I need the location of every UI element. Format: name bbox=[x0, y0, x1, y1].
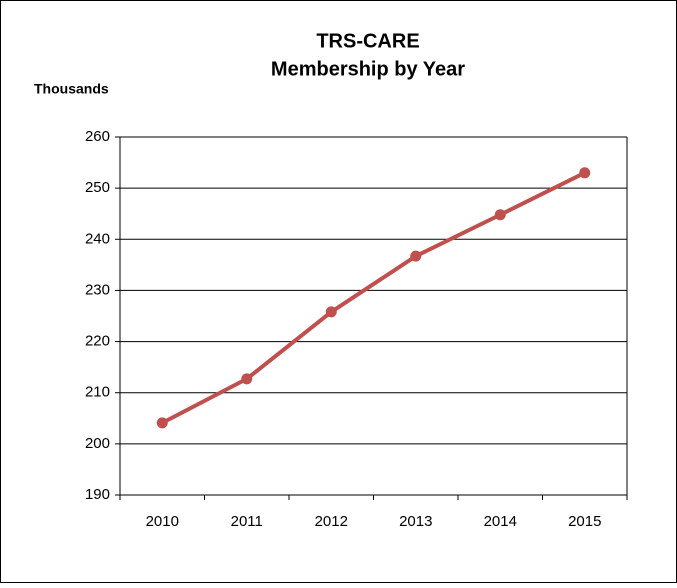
marker bbox=[156, 417, 168, 429]
marker bbox=[410, 250, 422, 262]
y-tick-label: 210 bbox=[85, 384, 110, 401]
marker bbox=[325, 306, 337, 318]
x-tick-label: 2013 bbox=[399, 513, 432, 530]
y-axis-title: Thousands bbox=[34, 81, 109, 97]
marker bbox=[241, 373, 253, 385]
y-tick-label: 200 bbox=[85, 435, 110, 452]
chart-subtitle: Membership by Year bbox=[271, 58, 465, 80]
chart-title: TRS-CARE bbox=[316, 30, 419, 52]
x-tick-label: 2014 bbox=[484, 513, 517, 530]
x-tick-label: 2010 bbox=[146, 513, 179, 530]
marker bbox=[579, 167, 591, 179]
x-tick-label: 2015 bbox=[568, 513, 601, 530]
x-tick-label: 2012 bbox=[315, 513, 348, 530]
y-tick-label: 220 bbox=[85, 333, 110, 350]
line bbox=[161, 171, 586, 425]
y-tick-label: 230 bbox=[85, 281, 110, 298]
x-tick-label: 2011 bbox=[231, 513, 263, 530]
marker bbox=[494, 209, 506, 221]
y-tick-label: 250 bbox=[85, 179, 110, 196]
y-tick-label: 190 bbox=[85, 486, 110, 503]
y-tick-label: 260 bbox=[85, 128, 110, 145]
y-tick-label: 240 bbox=[85, 230, 110, 247]
